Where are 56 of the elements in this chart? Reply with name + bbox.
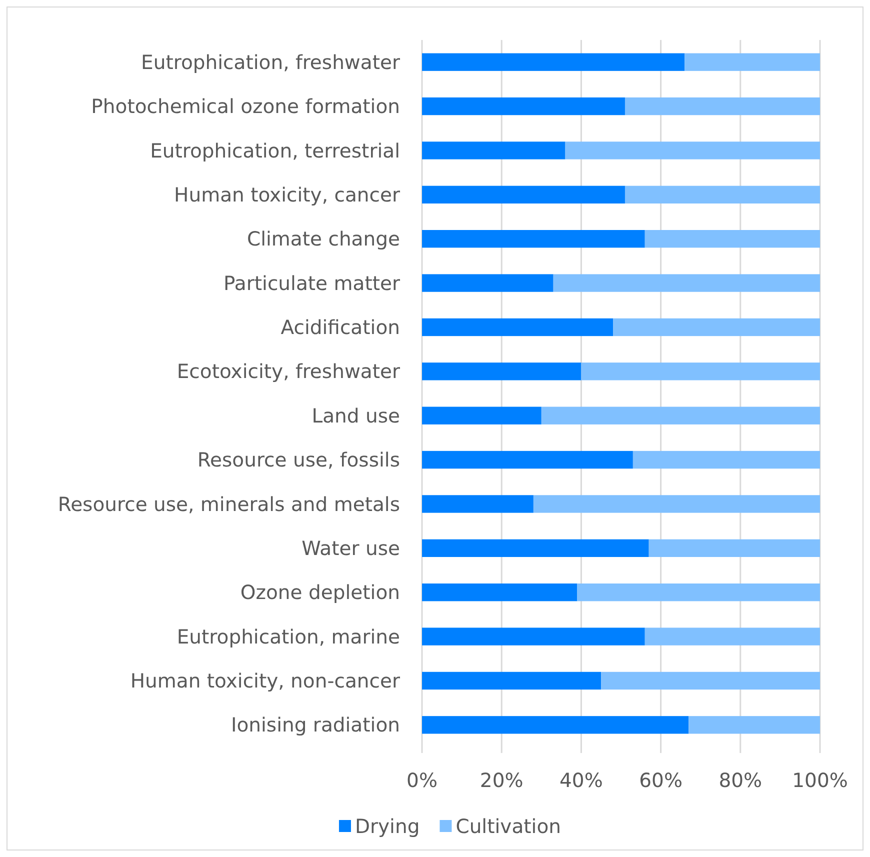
bar	[577, 584, 820, 602]
bar	[422, 716, 689, 734]
y-tick-label: Climate change	[246, 228, 400, 251]
y-tick-label: Ionising radiation	[230, 714, 400, 737]
x-tick-label: 80%	[718, 769, 762, 792]
legend-label: Cultivation	[456, 814, 562, 838]
bar	[688, 716, 820, 734]
y-tick-label: Ecotoxicity, freshwater	[176, 360, 401, 384]
y-tick-label: Acidification	[280, 316, 400, 340]
bar	[613, 318, 820, 336]
y-tick-label: Human toxicity, cancer	[174, 183, 401, 206]
bar	[684, 53, 820, 71]
x-tick-label: 20%	[480, 769, 524, 792]
y-tick-label: Resource use, minerals and metals	[58, 492, 400, 516]
legend-label: Drying	[354, 814, 420, 838]
x-tick-label: 40%	[560, 769, 603, 792]
bar	[648, 539, 820, 557]
bar	[533, 495, 820, 513]
bar	[644, 230, 820, 248]
bar	[422, 274, 554, 292]
bar	[422, 628, 645, 646]
bar	[422, 450, 633, 469]
y-tick-label: Photochemical ozone formation	[91, 95, 400, 118]
bar	[422, 186, 625, 204]
bar	[422, 584, 578, 602]
x-tick-label: 100%	[792, 769, 848, 792]
bar	[422, 318, 614, 336]
bar	[624, 97, 820, 116]
bar	[601, 672, 820, 690]
bar	[541, 406, 820, 424]
x-tick-label: 0%	[406, 769, 438, 792]
y-tick-label: Land use	[312, 404, 400, 428]
bar	[422, 230, 645, 248]
bar	[632, 450, 820, 469]
y-tick-label: Particulate matter	[224, 272, 401, 295]
bar	[422, 495, 534, 513]
y-tick-label: Resource use, fossils	[197, 448, 400, 472]
y-tick-label: Water use	[302, 536, 400, 560]
bar	[422, 142, 566, 160]
y-tick-label: Eutrophication, terrestrial	[150, 139, 400, 162]
bar	[581, 362, 820, 380]
bar	[565, 142, 820, 160]
bar	[422, 97, 625, 116]
x-tick-label: 60%	[639, 769, 682, 792]
y-tick-label: Ozone depletion	[240, 581, 400, 604]
bar	[422, 53, 685, 71]
y-tick-label: Eutrophication, freshwater	[141, 50, 401, 74]
bar	[553, 274, 820, 292]
bar	[644, 628, 820, 646]
bar	[624, 186, 820, 204]
bar	[422, 362, 582, 380]
bar	[422, 406, 542, 424]
bar	[422, 672, 602, 690]
y-tick-label: Eutrophication, marine	[176, 625, 400, 648]
y-tick-label: Human toxicity, non-cancer	[130, 670, 401, 693]
bar	[422, 539, 649, 557]
